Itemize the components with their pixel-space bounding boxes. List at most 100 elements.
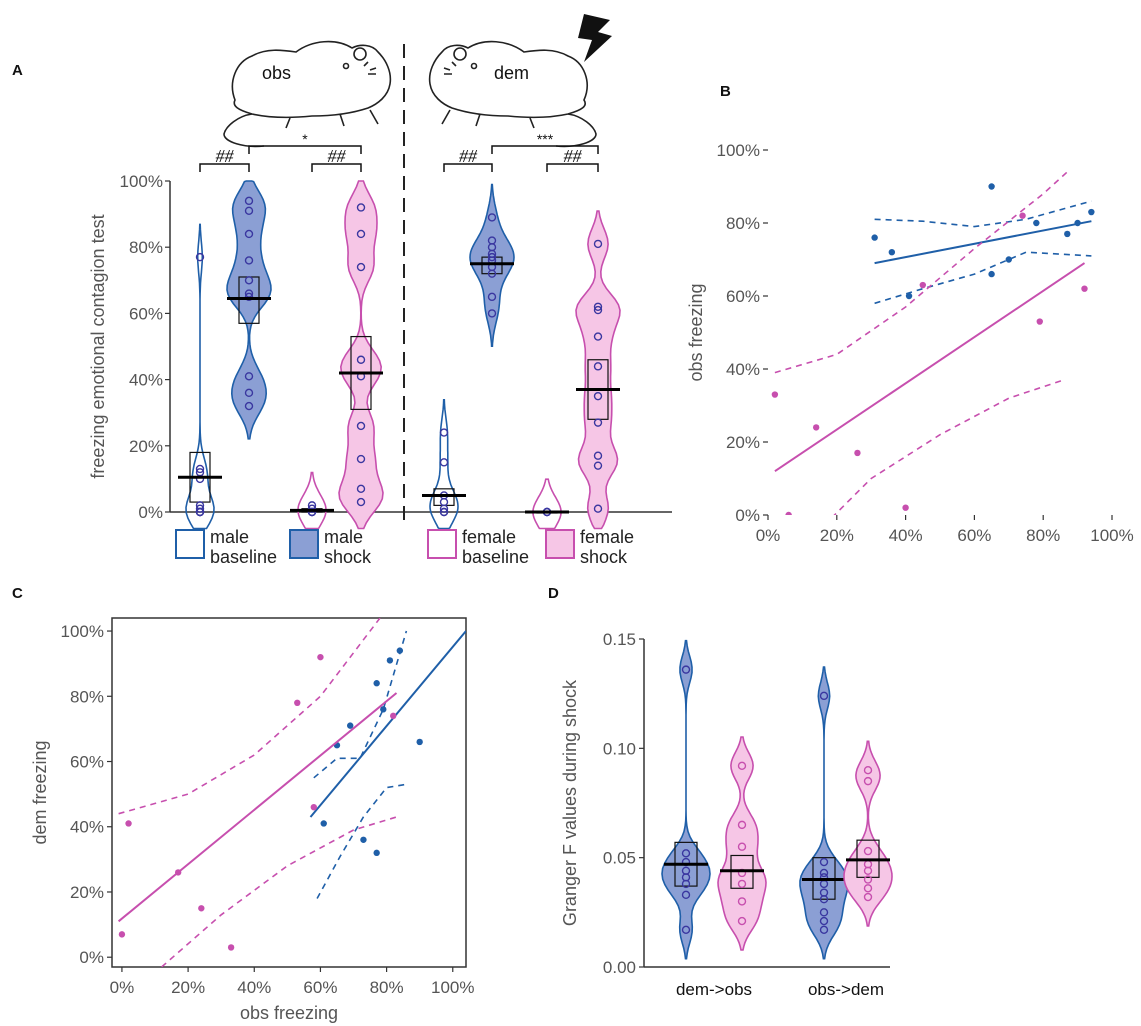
y-tick-label: 100%: [61, 622, 104, 641]
legend-label: shock: [324, 547, 372, 567]
violin: [799, 666, 849, 960]
data-point: [307, 504, 317, 513]
data-point: [416, 738, 423, 746]
data-point: [819, 868, 829, 878]
plot-area: [771, 171, 1095, 515]
sig-bracket-dem-sex-label: ***: [537, 131, 554, 147]
data-point: [118, 931, 126, 938]
ci-upper-line: [313, 630, 408, 779]
data-point: [373, 680, 380, 687]
y-tick-label: 20%: [70, 883, 104, 902]
data-point: [819, 857, 829, 867]
data-point: [195, 474, 205, 484]
x-tick-label: 0%: [110, 978, 135, 997]
data-point: [356, 203, 366, 212]
data-point: [487, 252, 497, 262]
plot-frame: [111, 617, 467, 968]
mouse-icon: [231, 40, 392, 119]
sig-bracket-dem-male-label: ##: [459, 146, 478, 166]
data-point: [871, 234, 878, 241]
y-tick-label: 60%: [70, 753, 104, 772]
violin: [843, 740, 893, 927]
data-point: [244, 372, 254, 381]
data-point: [360, 836, 367, 843]
data-point: [439, 507, 449, 517]
panel-c-chart: 0% 20% 40% 60% 80% 100% 0% 20% 40% 60% 80% 100% dem …: [30, 617, 475, 1023]
data-point: [487, 309, 497, 318]
data-point: [439, 428, 449, 437]
legend-label: male: [324, 527, 363, 547]
x-tick-label: 40%: [889, 526, 923, 545]
panel-label-d: D: [548, 585, 559, 602]
data-point: [356, 421, 366, 431]
data-point: [198, 905, 205, 912]
y-tick-label: 0%: [79, 948, 104, 967]
data-point: [593, 418, 603, 427]
ci-lower-line: [874, 251, 1092, 305]
sig-bracket-dem-female: [546, 163, 599, 172]
legend-swatch: [545, 529, 575, 559]
panel-b-chart: 0% 20% 40% 60% 80% 100% 0% 20% 40% 60% 80% 100% obs …: [686, 141, 1134, 545]
y-tick-label: 60%: [129, 304, 163, 323]
x-tick-label: 0%: [756, 526, 781, 545]
data-point: [125, 820, 132, 827]
data-point: [356, 229, 366, 239]
data-point: [244, 292, 254, 302]
y-tick-label: 60%: [726, 287, 760, 306]
y-axis-label: Granger F values during shock: [560, 679, 580, 926]
legend-label: male: [210, 527, 249, 547]
data-point: [356, 262, 366, 272]
y-tick-label: 40%: [70, 818, 104, 837]
x-tick-label: 60%: [957, 526, 991, 545]
data-point: [347, 722, 354, 729]
data-point: [195, 464, 205, 474]
data-point: [681, 849, 691, 858]
data-point: [244, 196, 254, 206]
x-tick-label: 100%: [1090, 526, 1133, 545]
y-tick-label: 40%: [726, 360, 760, 379]
sig-bracket-obs-female-label: ##: [328, 146, 347, 166]
data-point: [487, 269, 497, 278]
data-point: [819, 925, 829, 935]
data-point: [863, 884, 873, 893]
sig-bracket-dem-female-label: ##: [564, 146, 583, 166]
panel-a-chart: 0% 20% 40% 60% 80% 100% freezing emotional con…: [88, 44, 672, 567]
data-point: [863, 846, 873, 856]
data-point: [902, 504, 909, 511]
data-point: [1033, 219, 1040, 227]
y-tick-label: 0%: [735, 506, 760, 525]
data-point: [593, 391, 603, 401]
data-point: [737, 916, 747, 926]
violin: [338, 180, 384, 530]
data-point: [244, 229, 254, 239]
fit-line: [774, 262, 1086, 473]
data-point: [386, 657, 394, 664]
data-point: [737, 879, 747, 889]
data-point: [439, 504, 449, 513]
legend-swatch: [427, 529, 457, 559]
sig-bracket-obs-male: [199, 163, 250, 172]
y-tick-label: 0.00: [603, 958, 636, 977]
sig-bracket-dem-male: [443, 163, 493, 172]
data-point: [227, 944, 235, 951]
data-point: [195, 252, 205, 262]
data-point: [593, 305, 603, 315]
panel-label-b: B: [720, 83, 731, 100]
data-point: [681, 665, 691, 674]
legend-label: shock: [580, 547, 628, 567]
dem-label: dem: [494, 63, 529, 83]
violin: [297, 471, 327, 530]
y-tick-label: 0.10: [603, 739, 636, 758]
data-point: [1036, 318, 1043, 325]
data-point: [390, 712, 397, 720]
data-point: [244, 256, 254, 265]
data-point: [356, 355, 366, 364]
y-tick-label: 100%: [717, 141, 760, 160]
legend-swatch: [289, 529, 319, 559]
x-tick-label: 60%: [303, 978, 337, 997]
legend-label: baseline: [210, 547, 277, 567]
violin: [661, 639, 711, 960]
data-point: [320, 820, 327, 827]
data-point: [593, 332, 603, 341]
x-tick-label: 80%: [370, 978, 404, 997]
